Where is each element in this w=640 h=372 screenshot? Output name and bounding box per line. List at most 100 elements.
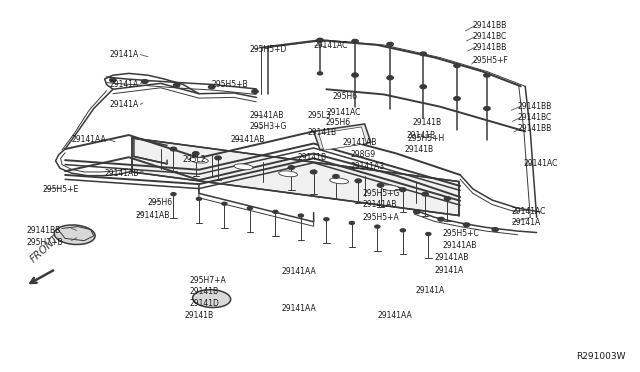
Circle shape xyxy=(352,39,358,43)
Text: 29141B: 29141B xyxy=(406,131,435,140)
Text: 29141AB: 29141AB xyxy=(135,211,170,220)
Circle shape xyxy=(222,202,227,205)
Text: 29141AB: 29141AB xyxy=(363,200,397,209)
Text: 29141BB: 29141BB xyxy=(518,124,552,133)
Text: 295H5+F: 295H5+F xyxy=(473,56,509,65)
Circle shape xyxy=(454,97,460,100)
Text: 295H3+G: 295H3+G xyxy=(250,122,287,131)
Circle shape xyxy=(349,221,355,224)
Circle shape xyxy=(422,192,428,196)
Text: 295H5+H: 295H5+H xyxy=(408,134,445,142)
Polygon shape xyxy=(314,124,371,150)
Polygon shape xyxy=(319,127,367,150)
Circle shape xyxy=(171,193,176,196)
Circle shape xyxy=(444,197,451,201)
Circle shape xyxy=(387,42,394,46)
Text: 29141D: 29141D xyxy=(189,299,220,308)
Circle shape xyxy=(141,80,148,83)
Circle shape xyxy=(420,52,426,56)
Text: 29141AA: 29141AA xyxy=(72,135,106,144)
Polygon shape xyxy=(132,138,459,215)
Circle shape xyxy=(273,211,278,213)
Text: R291003W: R291003W xyxy=(577,352,626,361)
Text: 295H5+C: 295H5+C xyxy=(442,230,479,238)
Ellipse shape xyxy=(381,185,399,191)
Text: 29141AB: 29141AB xyxy=(342,138,377,147)
Text: 295H5+A: 295H5+A xyxy=(363,213,399,222)
Circle shape xyxy=(170,147,177,151)
Text: 295H6: 295H6 xyxy=(148,198,173,207)
Text: 29141B: 29141B xyxy=(404,145,434,154)
Circle shape xyxy=(438,217,444,221)
Text: 29141A: 29141A xyxy=(511,218,540,227)
Text: 295H7+A: 295H7+A xyxy=(189,276,226,285)
Circle shape xyxy=(310,170,317,174)
Text: 29141AC: 29141AC xyxy=(511,206,545,216)
Circle shape xyxy=(193,152,199,155)
Text: 29141AA: 29141AA xyxy=(282,267,317,276)
Text: 29141A: 29141A xyxy=(109,80,138,89)
Circle shape xyxy=(352,73,358,77)
Text: 29141A: 29141A xyxy=(415,286,445,295)
Text: 29141AA: 29141AA xyxy=(378,311,412,320)
Circle shape xyxy=(399,188,406,192)
Circle shape xyxy=(484,107,490,110)
Text: 29141BB: 29141BB xyxy=(27,226,61,235)
Circle shape xyxy=(375,225,380,228)
Text: 29141AB: 29141AB xyxy=(442,241,477,250)
Text: 29141BB: 29141BB xyxy=(473,21,507,30)
Circle shape xyxy=(355,179,362,183)
Circle shape xyxy=(209,85,215,89)
Text: 29141AB: 29141AB xyxy=(231,135,265,144)
Circle shape xyxy=(492,228,499,231)
Text: 29141AB: 29141AB xyxy=(104,169,138,177)
Text: 29141BC: 29141BC xyxy=(518,113,552,122)
Text: 29141AA: 29141AA xyxy=(282,304,317,313)
Text: 295L2: 295L2 xyxy=(183,155,207,164)
Text: 29141B: 29141B xyxy=(412,118,442,127)
Text: 295H6: 295H6 xyxy=(325,118,350,127)
Text: 29141B: 29141B xyxy=(298,153,327,162)
Circle shape xyxy=(420,85,426,89)
Ellipse shape xyxy=(193,290,230,308)
Text: 29141AC: 29141AC xyxy=(524,159,558,169)
Text: FRONT: FRONT xyxy=(28,233,61,264)
Text: 29141AC: 29141AC xyxy=(326,108,361,117)
Text: 29141A: 29141A xyxy=(109,51,138,60)
Circle shape xyxy=(247,207,252,210)
Ellipse shape xyxy=(54,225,95,244)
Text: 29141A3: 29141A3 xyxy=(351,162,385,171)
Text: 29141BB: 29141BB xyxy=(518,102,552,111)
Circle shape xyxy=(324,218,329,221)
Text: 29141AB: 29141AB xyxy=(250,111,284,121)
Circle shape xyxy=(215,156,221,160)
Circle shape xyxy=(173,83,180,87)
Circle shape xyxy=(298,214,303,217)
Text: 295H5+B: 295H5+B xyxy=(212,80,248,89)
Circle shape xyxy=(420,86,426,89)
Circle shape xyxy=(463,223,470,227)
Text: 295H5+E: 295H5+E xyxy=(43,185,79,194)
Text: 29141AC: 29141AC xyxy=(314,41,348,50)
Text: 29141B: 29141B xyxy=(185,311,214,320)
Circle shape xyxy=(454,97,460,100)
Circle shape xyxy=(426,232,431,235)
Circle shape xyxy=(378,183,384,187)
Ellipse shape xyxy=(279,171,298,177)
Text: 29141B: 29141B xyxy=(307,128,337,137)
Text: 295H5+G: 295H5+G xyxy=(363,189,400,198)
Circle shape xyxy=(196,198,202,201)
Text: 295H5+D: 295H5+D xyxy=(250,45,287,54)
Text: 298G9: 298G9 xyxy=(351,150,376,159)
Circle shape xyxy=(454,64,460,67)
Text: 295H7+B: 295H7+B xyxy=(27,238,63,247)
Circle shape xyxy=(333,174,339,178)
Circle shape xyxy=(317,72,323,75)
Circle shape xyxy=(413,210,420,214)
Ellipse shape xyxy=(189,157,209,163)
Circle shape xyxy=(387,76,394,80)
Circle shape xyxy=(252,90,258,93)
Text: 29141BC: 29141BC xyxy=(473,32,507,41)
Circle shape xyxy=(388,76,393,79)
Text: 295H6: 295H6 xyxy=(333,92,358,101)
